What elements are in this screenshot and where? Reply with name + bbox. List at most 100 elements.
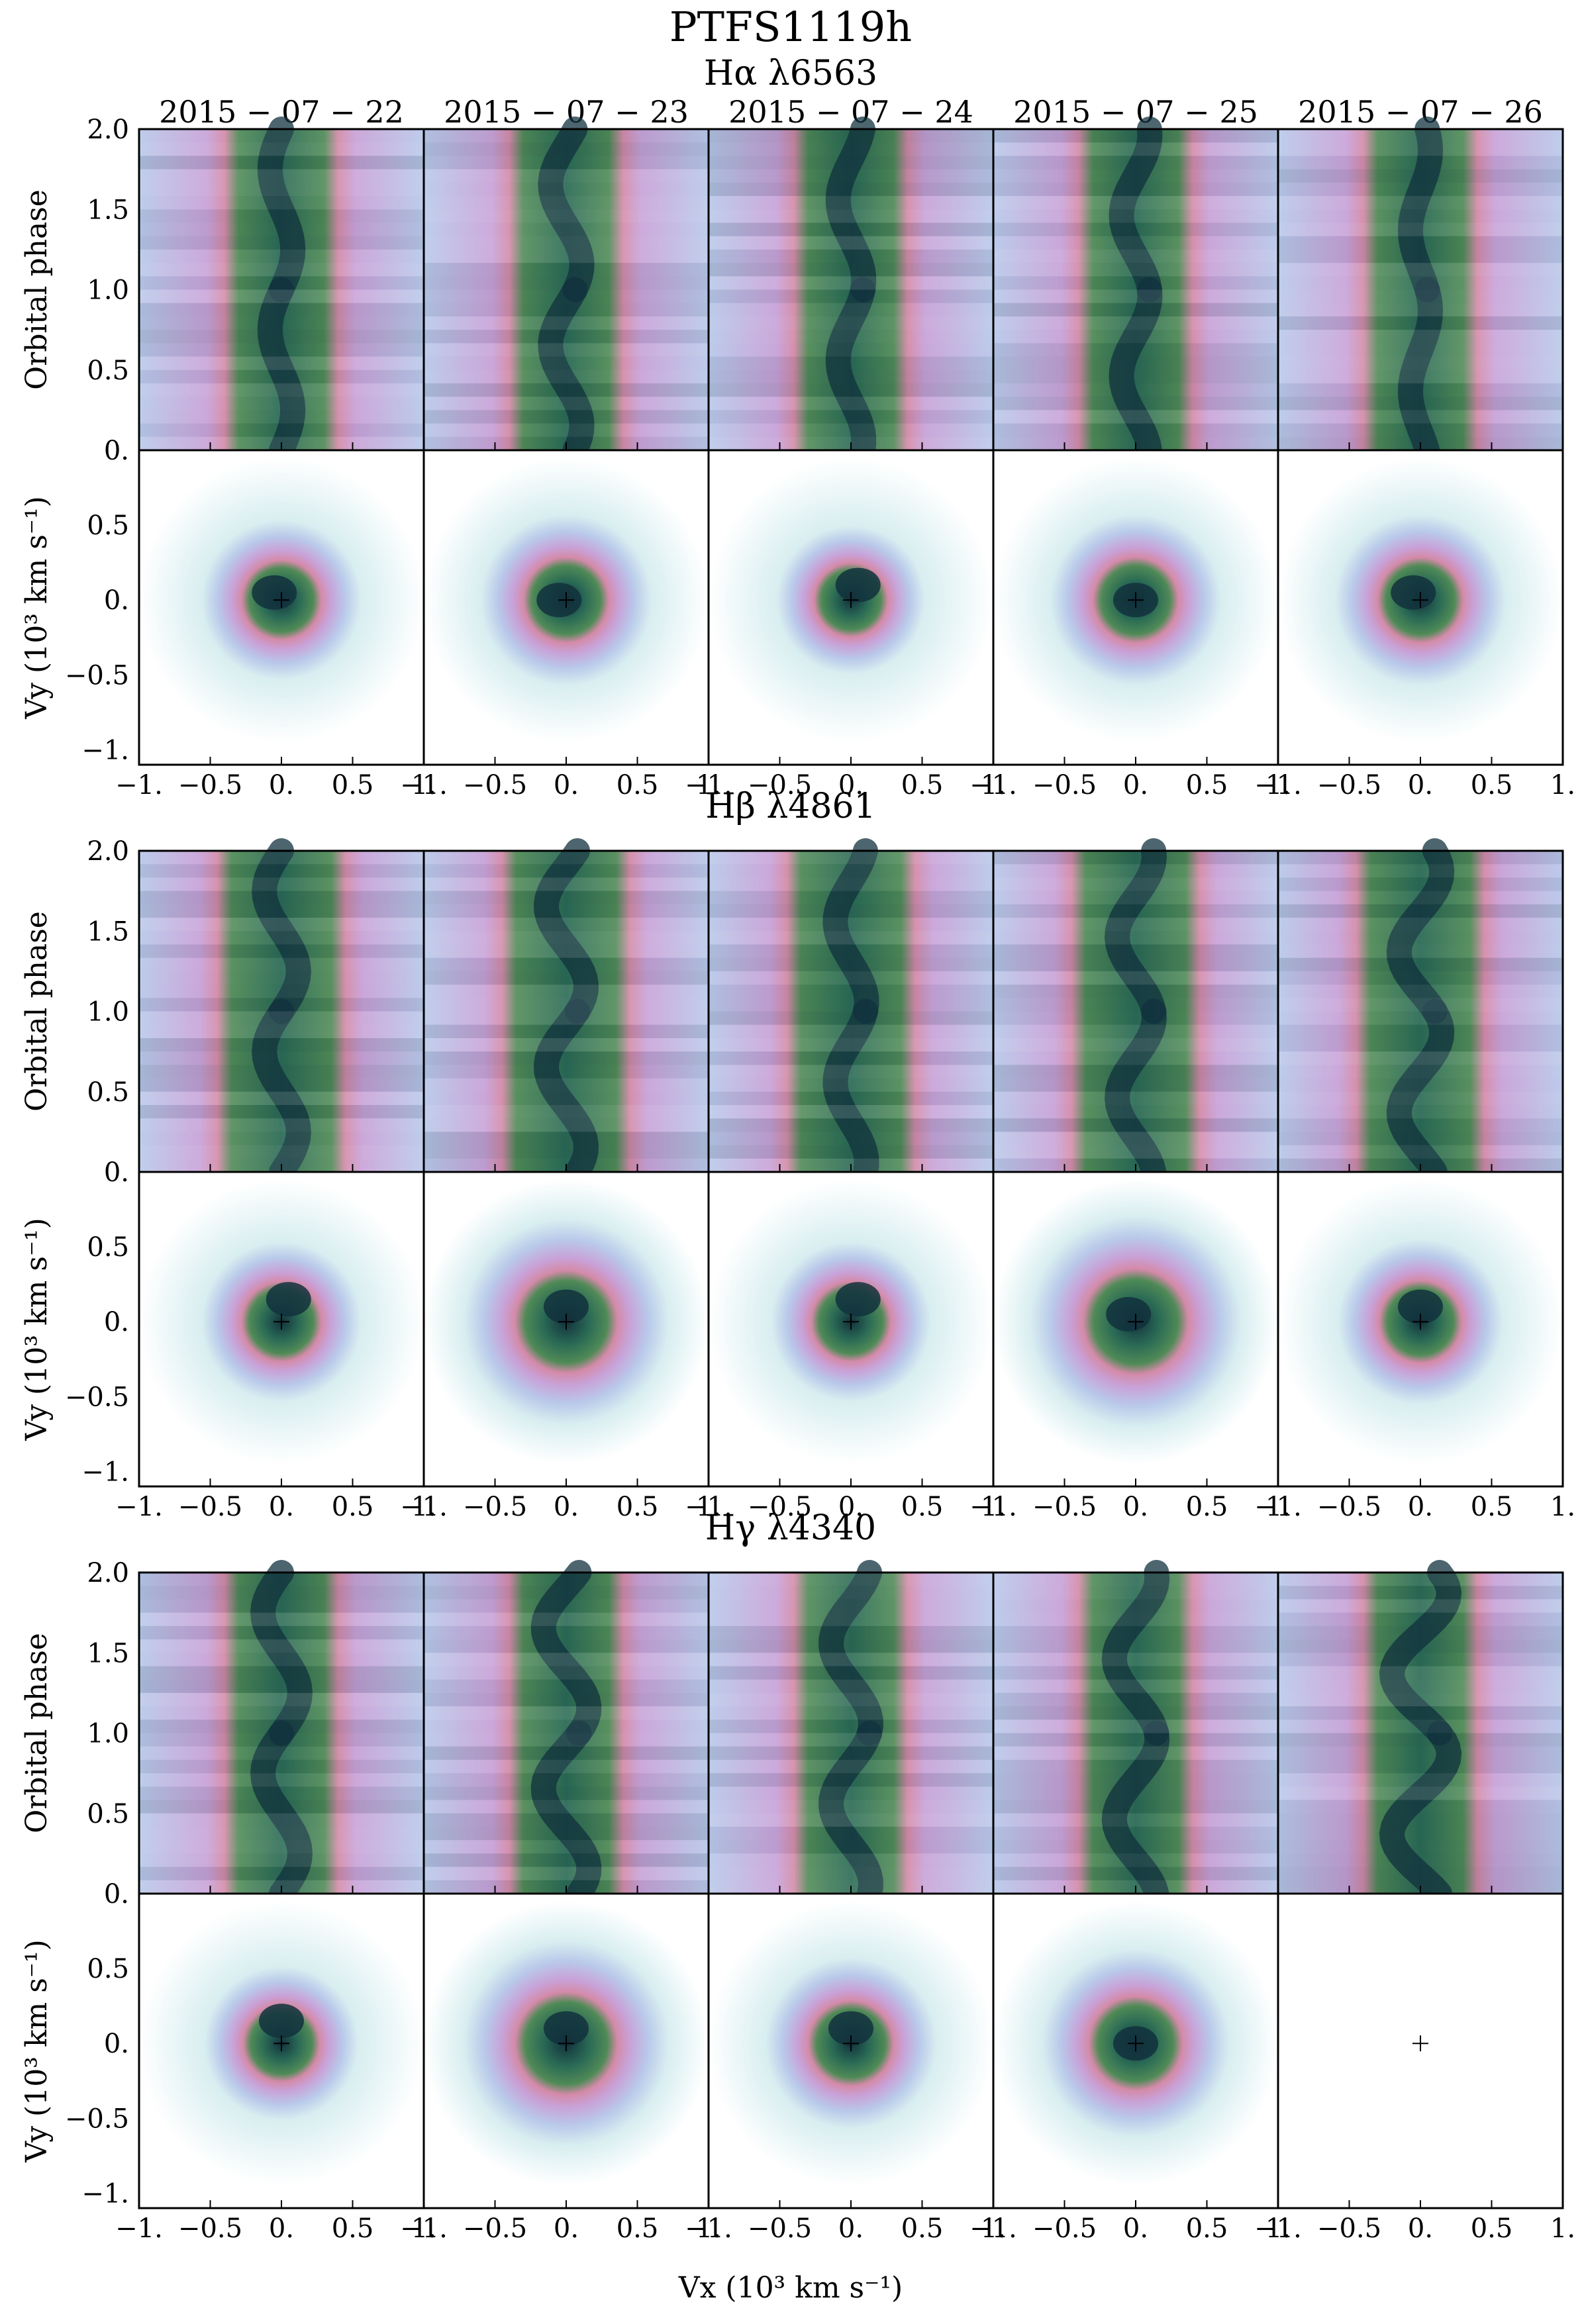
ts-ytick-label: 1.0 xyxy=(87,997,129,1028)
noise-row xyxy=(709,877,993,891)
noise-row xyxy=(709,1586,993,1600)
x-tick-label: 0.5 xyxy=(617,1492,659,1522)
noise-row xyxy=(709,1024,993,1038)
x-tick-label: −1. xyxy=(400,1492,448,1522)
doppler-map-3-1: −1. −0.5 0. 0.5 1. xyxy=(115,1892,436,2244)
noise-row xyxy=(424,1840,709,1854)
noise-row xyxy=(139,864,424,878)
noise-row xyxy=(424,369,709,383)
noise-row xyxy=(993,1786,1278,1800)
s-wave-streak xyxy=(250,1720,313,1906)
noise-row xyxy=(1278,196,1563,210)
noise-row xyxy=(424,1746,709,1760)
noise-row xyxy=(1278,1692,1563,1707)
noise-row xyxy=(709,1786,993,1800)
s-wave-streak xyxy=(1109,277,1163,463)
trailed-spectrum-3-5 xyxy=(1277,1560,1564,1906)
noise-row xyxy=(139,1038,424,1052)
x-tick-label: 1. xyxy=(1550,1492,1575,1522)
noise-row xyxy=(993,356,1278,370)
noise-row xyxy=(424,356,709,370)
noise-row xyxy=(424,1586,709,1600)
noise-row xyxy=(1278,1773,1563,1787)
bright-spot xyxy=(544,2011,589,2046)
dm-ytick-label: 0.5 xyxy=(87,1954,129,1984)
x-tick-label: 0.5 xyxy=(332,770,374,800)
ts-ytick-label: 0.5 xyxy=(87,1799,129,1829)
noise-row xyxy=(993,1706,1278,1720)
noise-row xyxy=(709,129,993,143)
noise-row xyxy=(424,1666,709,1680)
noise-row xyxy=(993,931,1278,945)
noise-row xyxy=(709,410,993,424)
noise-row xyxy=(993,156,1278,169)
s-wave-streak xyxy=(1109,117,1163,303)
noise-row xyxy=(709,918,993,932)
figure-title: PTFS1119h xyxy=(669,3,912,51)
noise-row xyxy=(709,182,993,197)
noise-row xyxy=(139,944,424,958)
noise-row xyxy=(139,1078,424,1092)
ts-ytick-label: 1.0 xyxy=(87,1719,129,1749)
noise-row xyxy=(139,1625,424,1640)
s-wave-streak xyxy=(1397,117,1444,303)
noise-row xyxy=(139,1011,424,1025)
noise-row xyxy=(1278,1706,1563,1720)
bright-spot xyxy=(266,1282,311,1317)
noise-row xyxy=(424,1573,709,1586)
x-tick-label: 1. xyxy=(696,770,721,800)
x-tick-label: 1. xyxy=(696,2213,721,2244)
noise-row xyxy=(993,316,1278,330)
ts-ylabel: Orbital phase xyxy=(20,1633,54,1833)
noise-row xyxy=(424,316,709,330)
trailed-spectrum-3-4 xyxy=(992,1560,1279,1906)
noise-row xyxy=(993,196,1278,210)
noise-row xyxy=(709,1759,993,1774)
noise-row xyxy=(1278,1666,1563,1680)
noise-row xyxy=(139,343,424,357)
ts-ytick-label: 0. xyxy=(104,436,129,466)
noise-row xyxy=(993,142,1278,156)
line-title: Hα λ6563 xyxy=(704,54,877,93)
x-tick-label: 0. xyxy=(554,2213,579,2244)
line-title: Hβ λ4861 xyxy=(705,787,875,826)
noise-row xyxy=(424,1653,709,1667)
doppler-map-1-4: −1. −0.5 0. 0.5 1. xyxy=(969,449,1291,800)
x-tick-label: 0.5 xyxy=(1186,2213,1228,2244)
noise-row xyxy=(424,1132,709,1145)
noise-row xyxy=(1278,209,1563,223)
noise-row xyxy=(709,356,993,370)
noise-row xyxy=(1278,851,1563,865)
noise-row xyxy=(993,904,1278,918)
noise-row xyxy=(139,918,424,932)
noise-row xyxy=(709,1706,993,1720)
x-tick-label: −0.5 xyxy=(1032,2213,1097,2244)
noise-row xyxy=(139,303,424,316)
line-block-2: Hβ λ4861 Orbital phase Vy (10³ km s⁻¹) 0. 0.… xyxy=(20,787,1575,1522)
noise-row xyxy=(424,222,709,236)
noise-row xyxy=(139,1599,424,1613)
x-tick-label: −0.5 xyxy=(463,770,527,800)
s-wave-streak xyxy=(1101,1560,1170,1746)
x-tick-label: −1. xyxy=(685,2213,732,2244)
noise-row xyxy=(709,1746,993,1760)
noise-row xyxy=(1278,156,1563,169)
doppler-map-2-2: −1. −0.5 0. 0.5 1. xyxy=(400,1171,721,1522)
x-tick-label: −0.5 xyxy=(1032,1492,1097,1522)
noise-row xyxy=(709,985,993,998)
ts-ytick-label: 2.0 xyxy=(87,1558,129,1588)
noise-row xyxy=(424,877,709,891)
noise-row xyxy=(139,316,424,330)
x-tick-label: 1. xyxy=(411,2213,436,2244)
noise-row xyxy=(993,1679,1278,1693)
noise-row xyxy=(709,1091,993,1105)
noise-row xyxy=(1278,1573,1563,1586)
noise-row xyxy=(424,957,709,971)
noise-row xyxy=(1278,1065,1563,1079)
s-wave-streak xyxy=(533,838,599,1024)
noise-row xyxy=(1278,998,1563,1012)
ts-ytick-label: 2.0 xyxy=(87,836,129,867)
noise-row xyxy=(709,998,993,1012)
noise-row xyxy=(993,1853,1278,1867)
s-wave-streak xyxy=(825,117,877,303)
